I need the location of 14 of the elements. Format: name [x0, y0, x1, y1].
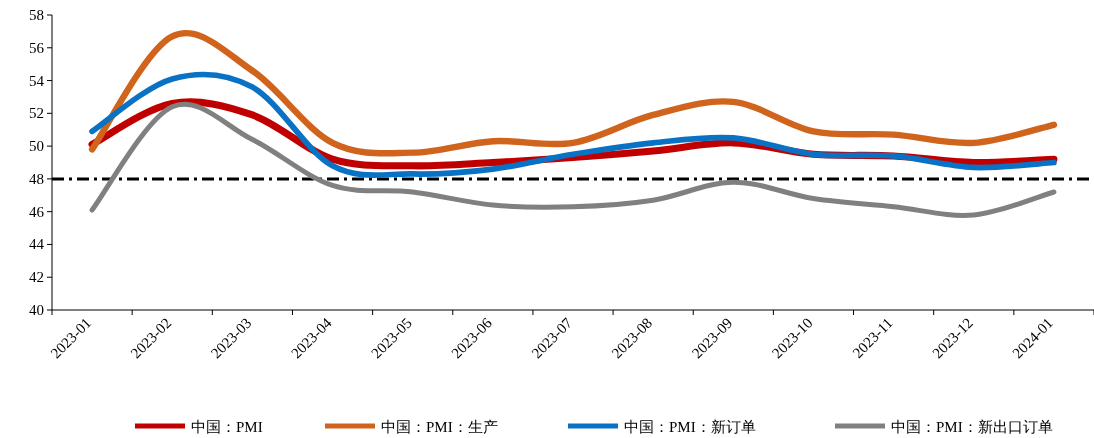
y-tick-label: 54 [29, 72, 45, 89]
legend-label: 中国：PMI：新出口订单 [891, 419, 1053, 435]
y-tick-label: 48 [29, 170, 44, 187]
y-tick-label: 42 [29, 269, 44, 286]
y-tick-label: 56 [29, 39, 45, 56]
y-tick-label: 40 [29, 302, 44, 318]
legend-label: 中国：PMI：新订单 [624, 419, 756, 435]
legend-label: 中国：PMI [191, 419, 263, 435]
y-tick-label: 52 [29, 105, 44, 122]
y-tick-label: 46 [29, 203, 45, 220]
y-tick-label: 50 [29, 138, 44, 155]
y-tick-label: 58 [29, 7, 44, 23]
y-tick-label: 44 [29, 236, 45, 253]
legend-label: 中国：PMI：生产 [381, 419, 498, 435]
